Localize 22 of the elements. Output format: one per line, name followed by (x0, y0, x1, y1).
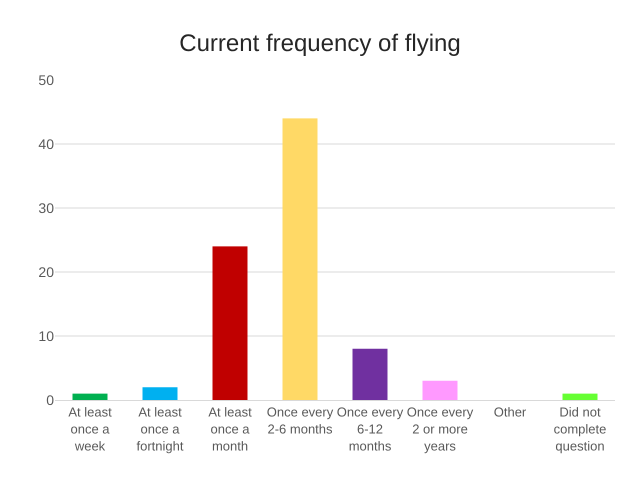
y-tick-label: 10 (38, 328, 54, 344)
bar (212, 246, 248, 400)
y-tick-label: 20 (38, 264, 54, 280)
x-tick-label: Other (494, 404, 527, 420)
bar (422, 380, 458, 400)
bar (562, 394, 598, 400)
x-tick-label: At least once a fortnight (136, 404, 184, 454)
y-tick-label: 40 (38, 136, 54, 152)
bar (142, 387, 178, 400)
x-tick-label: At least once a week (68, 404, 112, 454)
x-tick-label: At least once a month (208, 404, 252, 454)
chart-title: Current frequency of flying (179, 30, 461, 58)
x-tick-label: Once every 6-12 months (336, 404, 404, 454)
bar (352, 348, 388, 400)
y-tick-label: 0 (46, 392, 54, 408)
x-tick-label: Once every 2-6 months (266, 404, 334, 436)
y-tick-label: 30 (38, 200, 54, 216)
x-tick-label: Did not complete question (554, 404, 606, 454)
bar (282, 118, 318, 400)
y-tick-label: 50 (38, 72, 54, 88)
bar (72, 394, 108, 400)
x-tick-label: Once every 2 or more years (406, 404, 474, 454)
